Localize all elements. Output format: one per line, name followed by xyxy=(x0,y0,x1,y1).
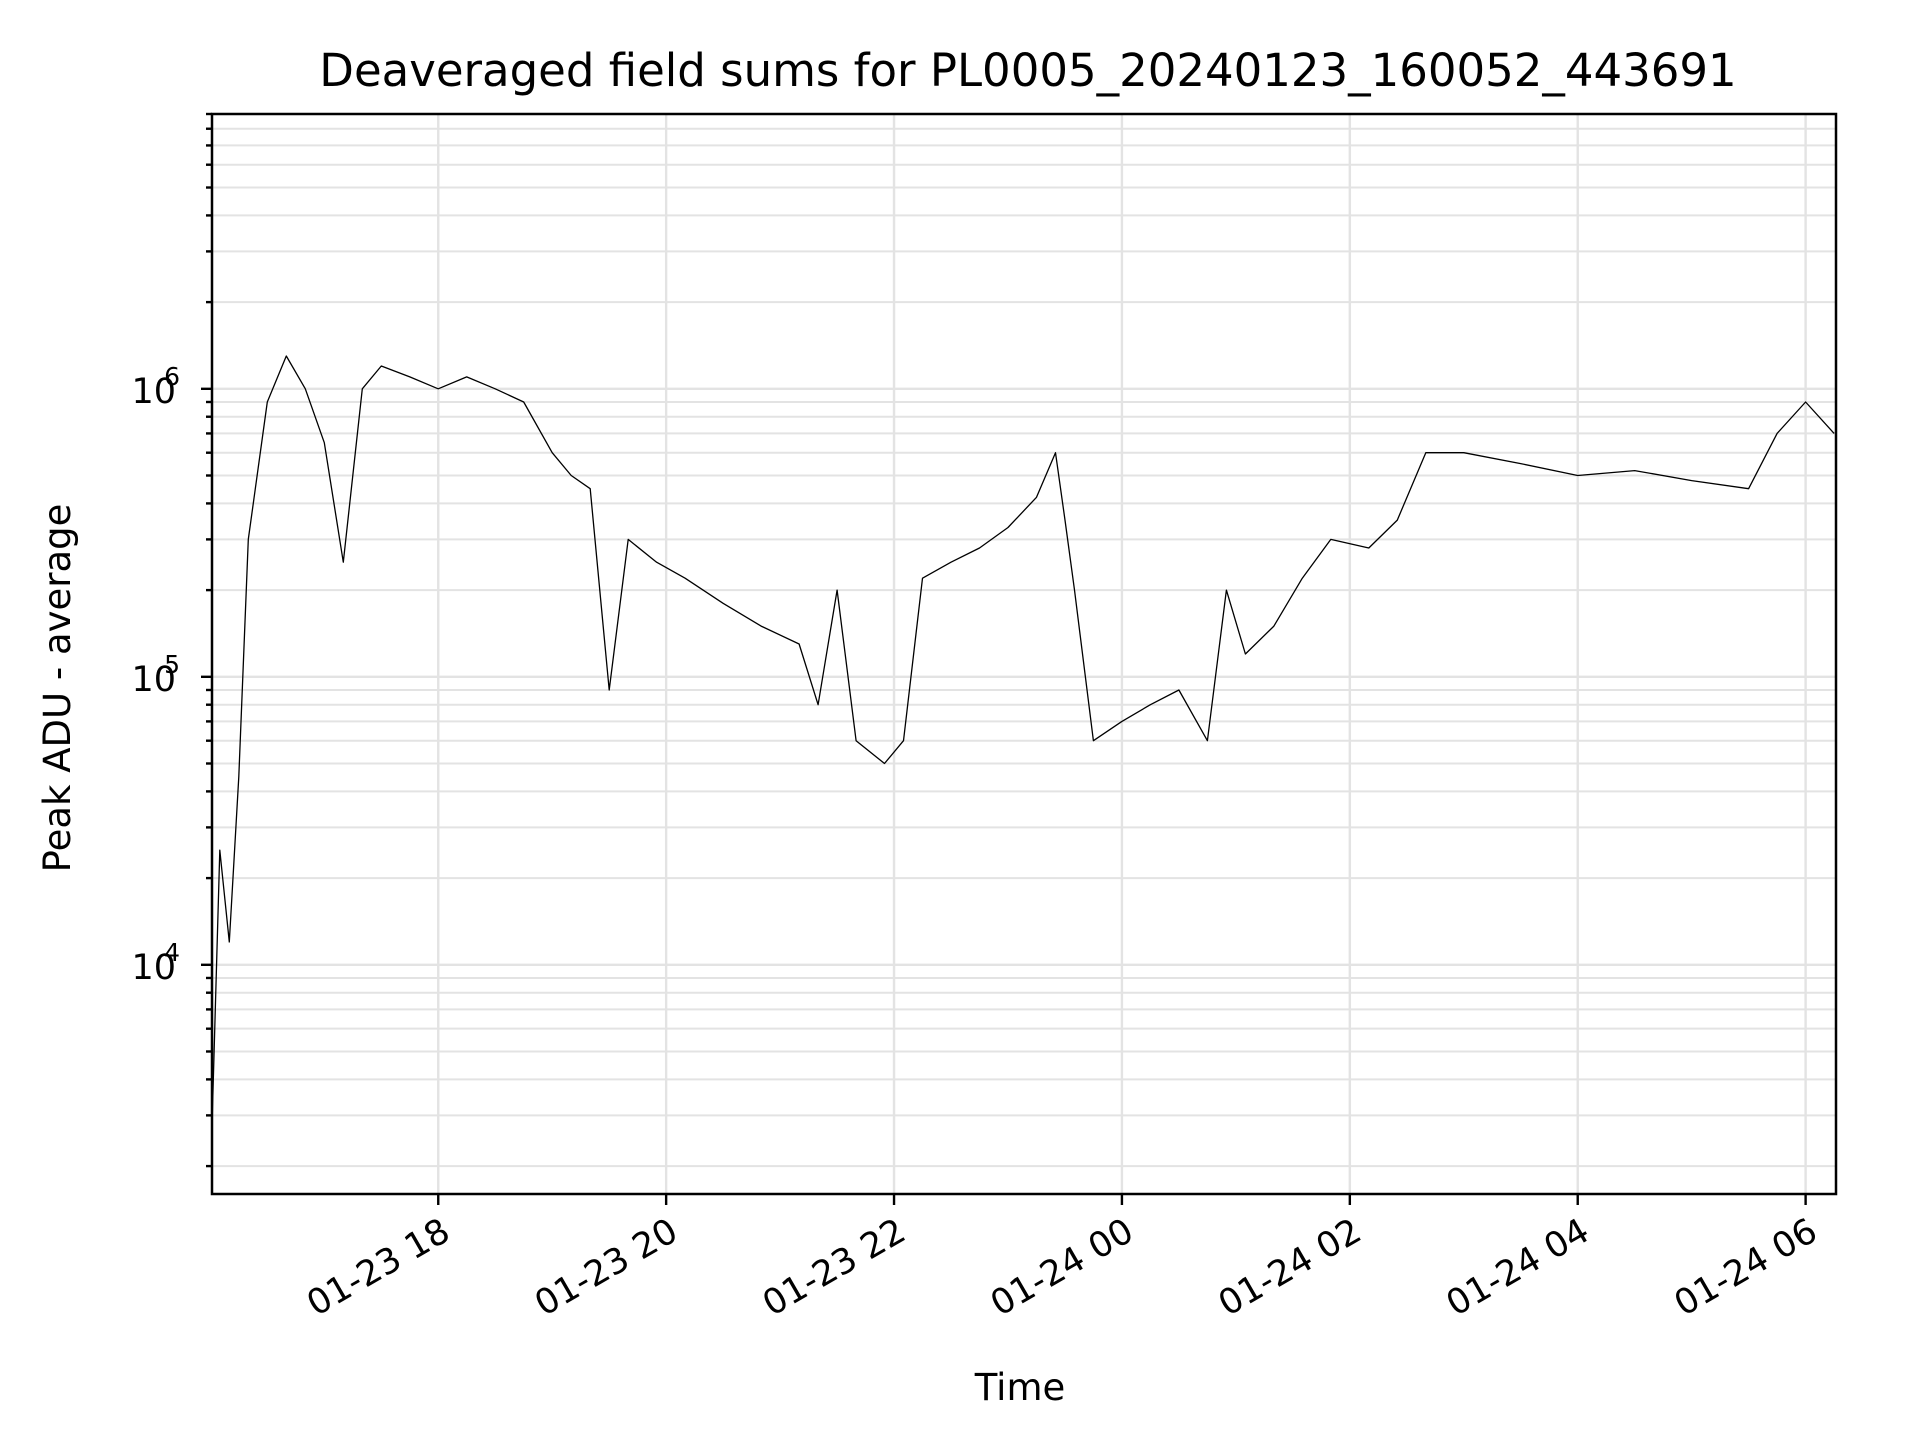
series-layer xyxy=(211,355,1835,1116)
x-tick-label: 01-24 02 xyxy=(1212,1211,1368,1324)
x-axis-label: Time xyxy=(974,1366,1066,1409)
y-axis-label: Peak ADU - average xyxy=(36,504,79,873)
y-tick-exponent: 5 xyxy=(164,650,180,679)
x-tick-label: 01-23 20 xyxy=(528,1211,684,1324)
grid xyxy=(212,113,1836,1194)
series-line xyxy=(211,355,1835,1116)
plot-frame xyxy=(210,112,1838,1196)
x-tick-label: 01-23 18 xyxy=(300,1211,456,1324)
x-tick-label: 01-24 04 xyxy=(1440,1211,1596,1324)
y-tick-exponent: 4 xyxy=(164,938,180,967)
y-tick-label: 10 xyxy=(131,660,176,700)
y-tick-label: 10 xyxy=(131,372,176,412)
y-tick-exponent: 6 xyxy=(164,362,180,391)
chart-title: Deaveraged field sums for PL0005_2024012… xyxy=(319,44,1736,97)
x-tick-label: 01-24 06 xyxy=(1668,1211,1824,1324)
x-tick-label: 01-24 00 xyxy=(984,1211,1140,1324)
y-tick-label: 10 xyxy=(131,948,176,988)
x-tick-label: 01-23 22 xyxy=(756,1211,912,1324)
